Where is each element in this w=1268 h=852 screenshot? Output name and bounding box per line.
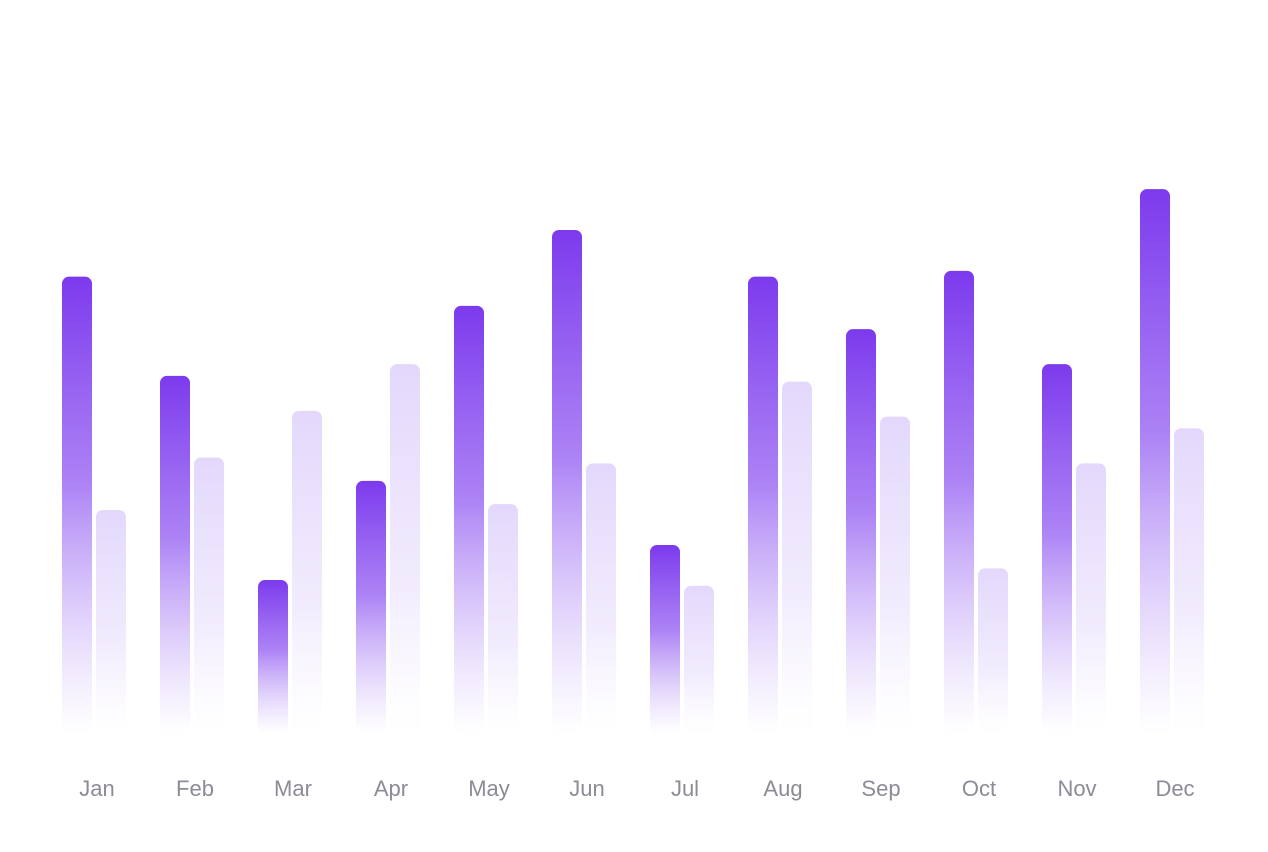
x-tick-label-dec: Dec (1155, 776, 1194, 801)
bar-secondary-oct (978, 568, 1008, 734)
bar-secondary-feb (194, 457, 224, 734)
bar-secondary-may (488, 504, 518, 734)
bar-primary-dec (1140, 189, 1170, 734)
x-tick-label-may: May (468, 776, 510, 801)
bar-secondary-aug (782, 381, 812, 734)
bar-primary-jun (552, 230, 582, 734)
x-tick-label-sep: Sep (861, 776, 900, 801)
x-tick-label-jan: Jan (79, 776, 114, 801)
bars-layer (62, 189, 1204, 734)
bar-primary-nov (1042, 364, 1072, 734)
bar-secondary-dec (1174, 428, 1204, 734)
x-tick-label-nov: Nov (1057, 776, 1096, 801)
bar-primary-may (454, 305, 484, 734)
bar-secondary-nov (1076, 463, 1106, 734)
bar-primary-oct (944, 270, 974, 734)
bar-primary-mar (258, 580, 288, 734)
x-tick-label-mar: Mar (274, 776, 312, 801)
bar-secondary-apr (390, 364, 420, 734)
bar-primary-feb (160, 375, 190, 734)
x-tick-label-jun: Jun (569, 776, 604, 801)
x-tick-label-jul: Jul (671, 776, 699, 801)
bar-secondary-sep (880, 416, 910, 734)
bar-primary-aug (748, 276, 778, 734)
bar-primary-jan (62, 276, 92, 734)
x-tick-label-apr: Apr (374, 776, 408, 801)
bar-secondary-jun (586, 463, 616, 734)
bar-secondary-jan (96, 510, 126, 734)
x-tick-label-oct: Oct (962, 776, 996, 801)
bar-primary-sep (846, 329, 876, 734)
bar-secondary-mar (292, 410, 322, 734)
x-tick-label-feb: Feb (176, 776, 214, 801)
bar-secondary-jul (684, 585, 714, 734)
x-axis-labels: Jan Feb Mar Apr May Jun Jul Aug Sep Oct Nov Dec (79, 776, 1194, 801)
bar-primary-apr (356, 480, 386, 734)
x-tick-label-aug: Aug (763, 776, 802, 801)
bar-primary-jul (650, 545, 680, 734)
